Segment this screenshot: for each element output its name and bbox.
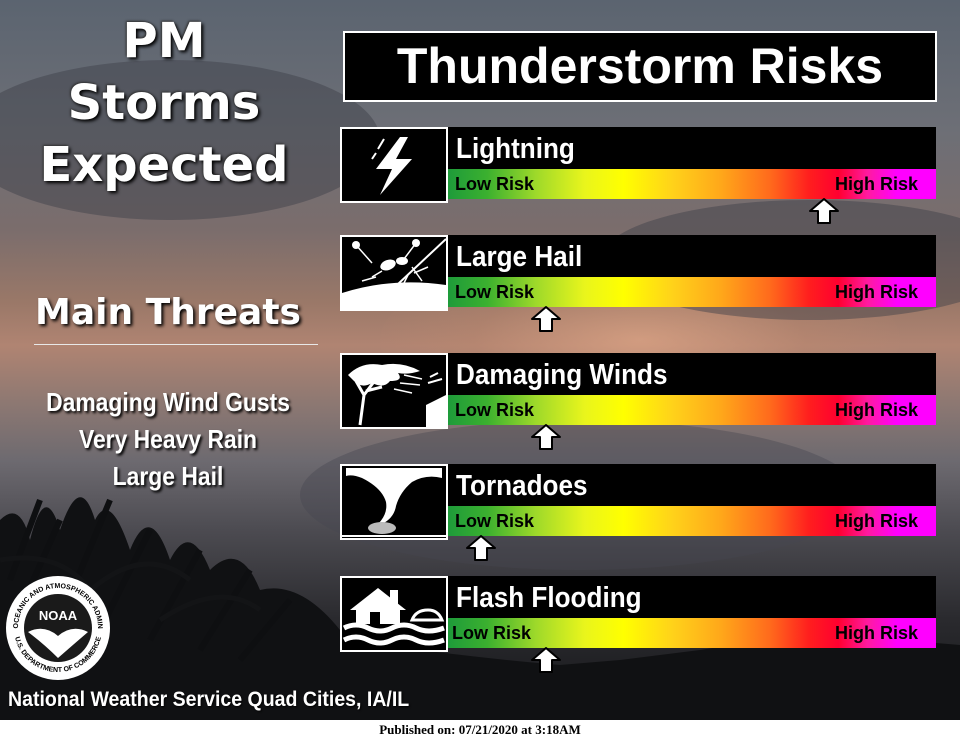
corn-field-silhouette [0,497,960,720]
flood-house-icon [340,576,448,652]
risk-row-damaging-winds: Damaging Winds Low Risk High Risk [340,353,936,429]
risk-header-bar [448,464,936,506]
risk-row-large-hail: Large Hail Low Risk High Risk [340,235,936,311]
risk-level-arrow [808,198,839,224]
risk-label: Damaging Winds [456,359,668,391]
low-risk-label: Low Risk [455,282,535,302]
risk-row-flash-flooding: Flash Flooding Low Risk High Risk [340,576,936,652]
risk-level-arrow [530,647,561,673]
threats-list: Damaging Wind Gusts Very Heavy Rain Larg… [10,384,326,495]
high-risk-label: High Risk [834,282,918,302]
low-risk-label: Low Risk [455,174,535,194]
risk-scale-bar [448,169,936,199]
risk-header-bar [448,127,936,169]
risk-level-arrow [530,306,561,332]
main-threats-title: Main Threats [35,292,301,333]
risk-level-arrow [530,424,561,450]
noaa-logo: NATIONAL OCEANIC AND ATMOSPHERIC ADMINIS… [4,574,110,680]
published-timestamp: Published on: 07/21/2020 at 3:18AM [379,722,581,737]
low-risk-label: Low Risk [452,623,532,643]
risk-label: Lightning [456,133,575,165]
low-risk-label: Low Risk [455,511,535,531]
wind-tree-icon [340,353,448,429]
risk-header-bar [448,353,936,395]
risk-label: Flash Flooding [456,582,642,614]
tornado-icon [340,464,448,540]
high-risk-label: High Risk [834,174,918,194]
risk-scale-bar [448,618,936,648]
logo-text: NOAA [39,608,78,623]
risk-scale-bar [448,506,936,536]
page-title: Thunderstorm Risks [343,31,937,102]
risk-header-bar [448,235,936,277]
headline: PM Storms Expected [14,10,314,196]
cloud-shape [0,60,380,220]
threat-item: Damaging Wind Gusts [46,387,290,417]
low-risk-label: Low Risk [455,400,535,420]
risk-scale-bar [448,395,936,425]
high-risk-label: High Risk [834,400,918,420]
risk-scale-bar [448,277,936,307]
risk-row-tornadoes: Tornadoes Low Risk High Risk [340,464,936,540]
high-risk-label: High Risk [834,623,918,643]
risk-row-lightning: Lightning Low Risk High Risk [340,127,936,203]
headline-line: Storms [67,75,261,131]
high-risk-label: High Risk [834,511,918,531]
lightning-bolt-icon [340,127,448,203]
headline-line: Expected [39,137,289,193]
threat-item: Very Heavy Rain [78,424,258,454]
risk-label: Tornadoes [456,470,588,502]
risk-header-bar [448,576,936,618]
office-name: National Weather Service Quad Cities, IA… [8,688,410,711]
threat-item: Large Hail [112,461,224,491]
risk-level-arrow [466,535,497,561]
headline-line: PM [122,13,206,69]
published-bar: Published on: 07/21/2020 at 3:18AM [0,720,960,740]
hail-icon [340,235,448,311]
divider [34,344,318,345]
risk-label: Large Hail [456,241,583,273]
